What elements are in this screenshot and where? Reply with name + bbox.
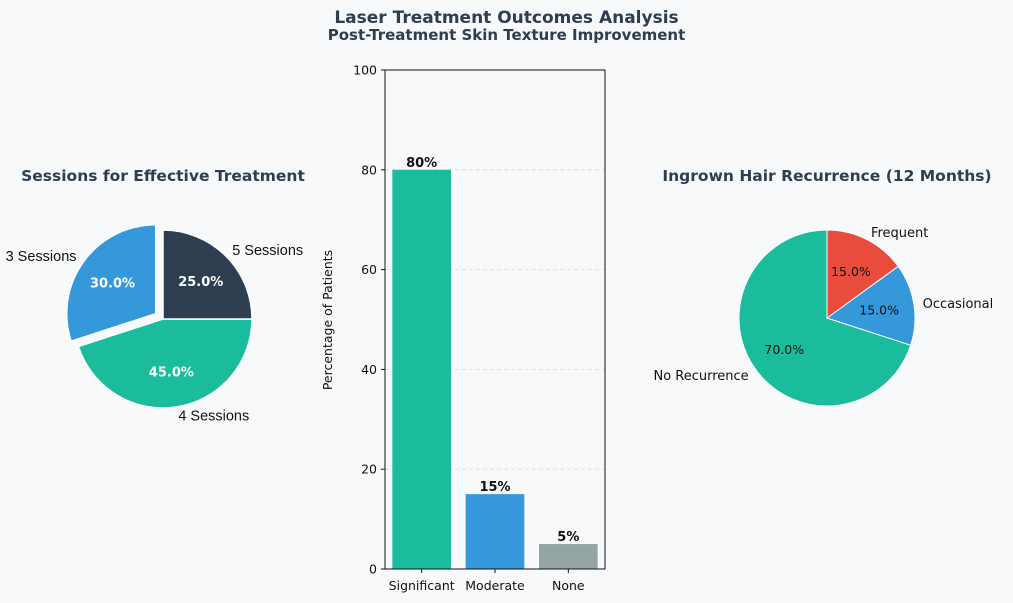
pie-pct-label: 25.0% bbox=[178, 275, 223, 290]
pie-category-label: No Recurrence bbox=[653, 369, 748, 384]
pie-slice-3-sessions bbox=[66, 223, 157, 343]
pie-pct-label: 30.0% bbox=[90, 276, 135, 291]
recurrence-pie-title: Ingrown Hair Recurrence (12 Months) bbox=[662, 167, 991, 185]
pie-category-label: Occasional bbox=[923, 297, 994, 312]
texture-improvement-bar-chart: 80% 15% 5% 0 20 40 60 80 100 Significant Moderat… bbox=[320, 63, 606, 593]
chart-main-title: Laser Treatment Outcomes Analysis bbox=[334, 8, 679, 28]
pie-slice-occasional bbox=[825, 265, 916, 346]
y-tick-label: 20 bbox=[361, 462, 377, 477]
pie-pct-label: 45.0% bbox=[149, 366, 194, 381]
recurrence-pie-chart: Ingrown Hair Recurrence (12 Months) 70.0… bbox=[653, 167, 994, 407]
x-tick-label: Significant bbox=[389, 578, 455, 593]
pie-pct-label: 15.0% bbox=[831, 264, 871, 279]
y-tick-label: 0 bbox=[369, 562, 377, 577]
bar-ylabel: Percentage of Patients bbox=[320, 250, 335, 390]
bar-value-label: 80% bbox=[406, 156, 437, 171]
pie-pct-label: 70.0% bbox=[764, 342, 804, 357]
bar-moderate bbox=[465, 494, 525, 569]
sessions-pie-title: Sessions for Effective Treatment bbox=[21, 167, 305, 185]
sessions-pie-chart: Sessions for Effective Treatment 30.0% 3 … bbox=[6, 167, 306, 425]
x-tick-label: Moderate bbox=[465, 578, 525, 593]
chart-subtitle: Post-Treatment Skin Texture Improvement bbox=[327, 26, 686, 44]
pie-pct-label: 15.0% bbox=[859, 303, 899, 318]
bar-value-label: 15% bbox=[479, 480, 510, 495]
bar-none bbox=[539, 544, 598, 569]
pie-slice-4-sessions bbox=[77, 318, 253, 409]
pie-slice-no-recurrence bbox=[738, 229, 912, 407]
y-tick-label: 60 bbox=[361, 262, 377, 277]
y-tick-label: 40 bbox=[361, 362, 377, 377]
pie-slice-frequent bbox=[826, 229, 899, 319]
y-tick-label: 80 bbox=[361, 162, 377, 177]
pie-category-label: 3 Sessions bbox=[6, 249, 77, 265]
pie-slice-5-sessions bbox=[162, 229, 253, 320]
x-tick-label: None bbox=[552, 578, 585, 593]
pie-category-label: Frequent bbox=[871, 226, 928, 241]
bar-significant bbox=[392, 169, 451, 570]
pie-category-label: 4 Sessions bbox=[178, 409, 249, 425]
bar-value-label: 5% bbox=[557, 530, 579, 545]
y-tick-label: 100 bbox=[353, 63, 377, 78]
pie-category-label: 5 Sessions bbox=[232, 243, 303, 259]
